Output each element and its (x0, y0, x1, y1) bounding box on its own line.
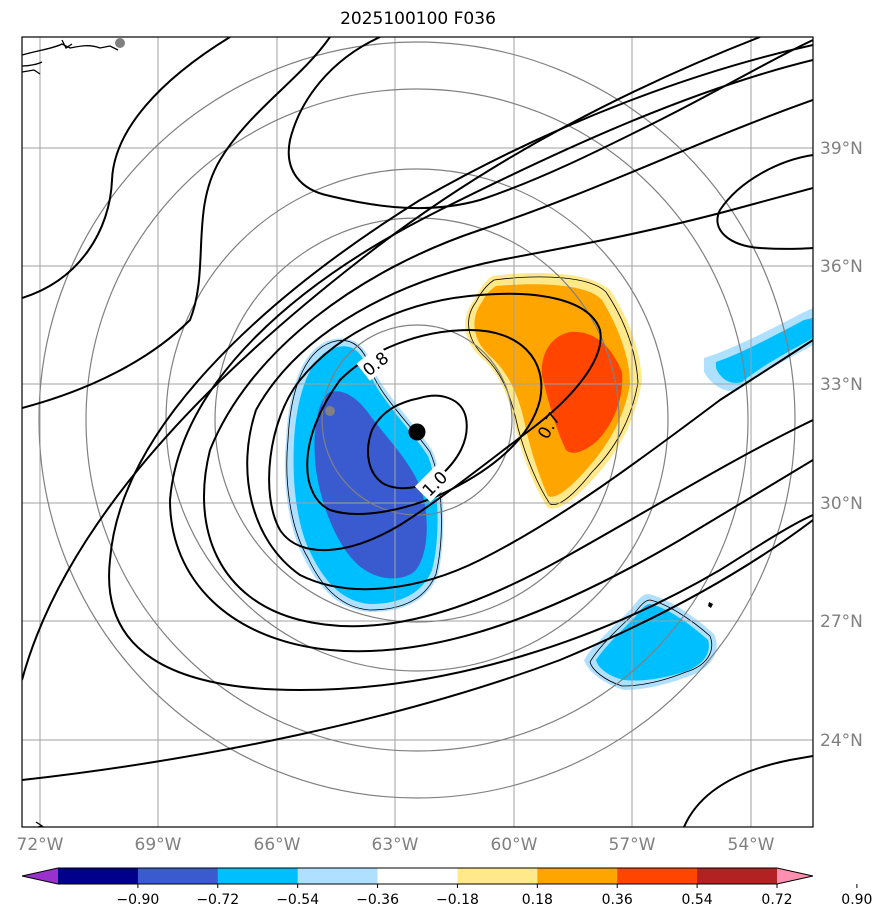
neg-ne-mid-fill (716, 318, 813, 384)
negative-anomaly-west (284, 338, 444, 612)
lon-label-63: 63°W (372, 835, 419, 855)
lat-label-39: 39°N (820, 139, 863, 159)
lat-label-36: 36°N (820, 257, 863, 277)
colorbar-tick-label: −0.90 (116, 892, 159, 908)
contour-7 (109, 44, 813, 561)
coast-segment-3 (22, 69, 41, 75)
colorbar-segment (457, 868, 538, 884)
colorbar-tick-label: −0.54 (276, 892, 319, 908)
contour-label-bg-0 (356, 345, 394, 381)
contour-west-2 (22, 37, 331, 409)
gray-marker-topleft (115, 38, 125, 48)
contours (22, 37, 813, 827)
lon-label-57: 57°W (609, 835, 656, 855)
colorbar-segment (697, 868, 778, 884)
coastline (22, 39, 119, 827)
lat-label-27: 27°N (820, 612, 863, 632)
colorbar-segment (617, 868, 698, 884)
coast-segment-5 (35, 821, 44, 827)
contour-west-1 (22, 37, 231, 299)
coast-segment-2 (22, 61, 43, 67)
colorbar-tick-label: 0.54 (682, 892, 713, 908)
pos-outline (468, 276, 639, 505)
lon-axis: 72°W 69°W 66°W 63°W 60°W 57°W 54°W (17, 835, 775, 855)
colorbar-segment (217, 868, 299, 884)
contour-3 (268, 292, 602, 552)
map-title: 2025100100 F036 (340, 9, 496, 29)
colorbar-outline (21, 867, 814, 885)
neg-se-mid-fill (596, 604, 709, 681)
contour-label-bg-1 (414, 463, 454, 503)
colorbar-segment (58, 868, 139, 884)
lon-label-54: 54°W (728, 835, 775, 855)
colorbar-tick-label: 0.36 (602, 892, 633, 908)
lon-label-66: 66°W (254, 835, 301, 855)
colorbar-tick-label: 0.72 (761, 892, 792, 908)
small-island (708, 602, 713, 608)
contour-north-trough (287, 37, 813, 210)
colorbar-extend-low (22, 868, 58, 884)
positive-anomaly-center (465, 272, 642, 509)
contour-7b (108, 514, 813, 692)
lat-label-33: 33°N (820, 375, 863, 395)
colorbar-tick-label: 0.90 (841, 892, 872, 908)
coast-segment-1 (22, 43, 119, 56)
coast-segment-4 (61, 39, 73, 49)
contour-8 (22, 37, 761, 681)
colorbar-tick-label: −0.36 (356, 892, 399, 908)
contour-2 (306, 328, 543, 515)
neg-outline (286, 340, 442, 611)
lat-label-30: 30°N (820, 494, 863, 514)
lon-label-72: 72°W (17, 835, 64, 855)
colorbar-segment (297, 868, 379, 884)
colorbar-segment (377, 868, 458, 884)
lon-label-69: 69°W (135, 835, 182, 855)
negative-anomaly-east (584, 308, 813, 690)
colorbar-tick-label: −0.18 (436, 892, 479, 908)
range-ring-5 (38, 41, 796, 799)
lat-axis: 39°N 36°N 33°N 30°N 27°N 24°N (820, 139, 863, 751)
contour-8b (22, 519, 813, 781)
colorbar-segment (137, 868, 219, 884)
colorbar-tick-label: 0.18 (522, 892, 553, 908)
lon-label-60: 60°W (491, 835, 538, 855)
colorbar-extend-high (777, 868, 813, 884)
colorbar: −0.90 −0.72 −0.54 −0.36 −0.18 0.18 0.36 0.54 0.7… (21, 867, 872, 908)
map-border (21, 36, 814, 828)
contour-4 (255, 187, 813, 411)
range-rings (38, 41, 796, 799)
gray-marker-west (325, 406, 335, 416)
map-area: 0.8 1.0 0.7 (22, 37, 813, 827)
colorbar-segment (537, 868, 618, 884)
neg-strong-fill (314, 391, 427, 579)
range-ring-4 (85, 88, 749, 752)
colorbar-tick-label: −0.72 (196, 892, 239, 908)
contour-5b (203, 419, 813, 628)
contour-4b (246, 339, 813, 591)
contour-se (683, 755, 813, 827)
pos-strong-fill (541, 331, 623, 453)
contour-6b (169, 459, 813, 653)
storm-center-marker (408, 423, 426, 441)
lat-label-24: 24°N (820, 731, 863, 751)
contour-5 (209, 99, 813, 451)
contour-ne-closed (716, 154, 813, 250)
